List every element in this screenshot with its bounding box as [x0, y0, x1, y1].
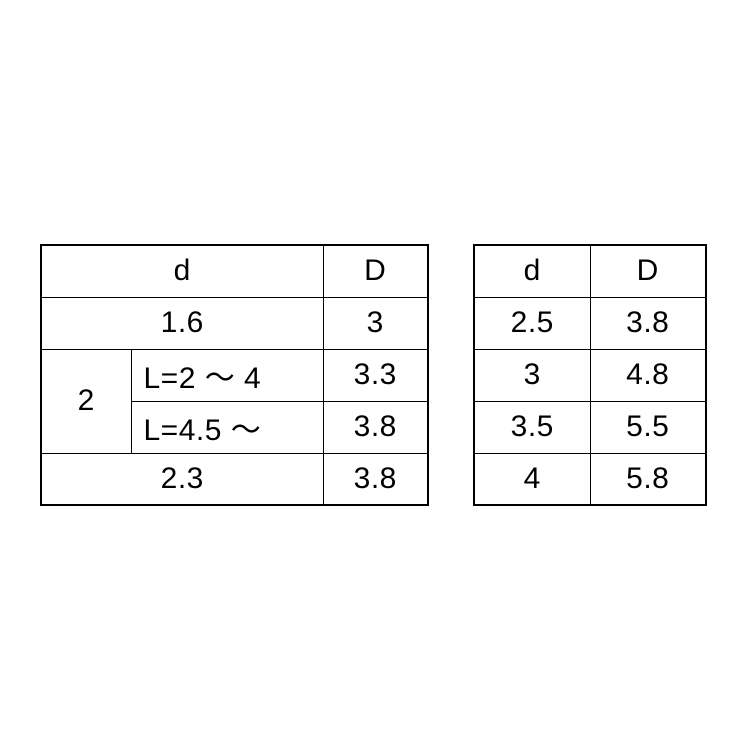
t1-r1-sub1-cond: L=4.5 ～ — [131, 401, 323, 453]
t1-r0-d: 1.6 — [41, 297, 323, 349]
table-row: 3.5 5.5 — [474, 401, 706, 453]
t2-r2-D: 5.5 — [590, 401, 706, 453]
page-canvas: d D 1.6 3 2 L=2 ～ 4 3.3 L=4.5 ～ 3.8 2.3 … — [0, 0, 750, 750]
t1-header-D: D — [323, 245, 428, 297]
t1-r2-d: 2.3 — [41, 453, 323, 505]
t2-header-d: d — [474, 245, 590, 297]
t2-r0-d: 2.5 — [474, 297, 590, 349]
table-row: 2 L=2 ～ 4 3.3 — [41, 349, 428, 401]
table-row: 4 5.8 — [474, 453, 706, 505]
table-row: d D — [41, 245, 428, 297]
t2-r1-D: 4.8 — [590, 349, 706, 401]
table-row: 2.5 3.8 — [474, 297, 706, 349]
table-2: d D 2.5 3.8 3 4.8 3.5 5.5 4 5.8 — [473, 244, 707, 506]
t2-header-D: D — [590, 245, 706, 297]
tables-container: d D 1.6 3 2 L=2 ～ 4 3.3 L=4.5 ～ 3.8 2.3 … — [40, 244, 707, 506]
t2-r0-D: 3.8 — [590, 297, 706, 349]
table-row: d D — [474, 245, 706, 297]
t1-header-d: d — [41, 245, 323, 297]
t2-r3-D: 5.8 — [590, 453, 706, 505]
table-row: 3 4.8 — [474, 349, 706, 401]
t2-r3-d: 4 — [474, 453, 590, 505]
t2-r2-d: 3.5 — [474, 401, 590, 453]
table-row: 2.3 3.8 — [41, 453, 428, 505]
table-row: 1.6 3 — [41, 297, 428, 349]
t1-r1-sub1-D: 3.8 — [323, 401, 428, 453]
t1-r1-sub0-D: 3.3 — [323, 349, 428, 401]
t1-r1-d: 2 — [41, 349, 131, 453]
t1-r1-sub0-cond: L=2 ～ 4 — [131, 349, 323, 401]
t1-r0-D: 3 — [323, 297, 428, 349]
t1-r2-D: 3.8 — [323, 453, 428, 505]
table-1: d D 1.6 3 2 L=2 ～ 4 3.3 L=4.5 ～ 3.8 2.3 … — [40, 244, 429, 506]
t2-r1-d: 3 — [474, 349, 590, 401]
